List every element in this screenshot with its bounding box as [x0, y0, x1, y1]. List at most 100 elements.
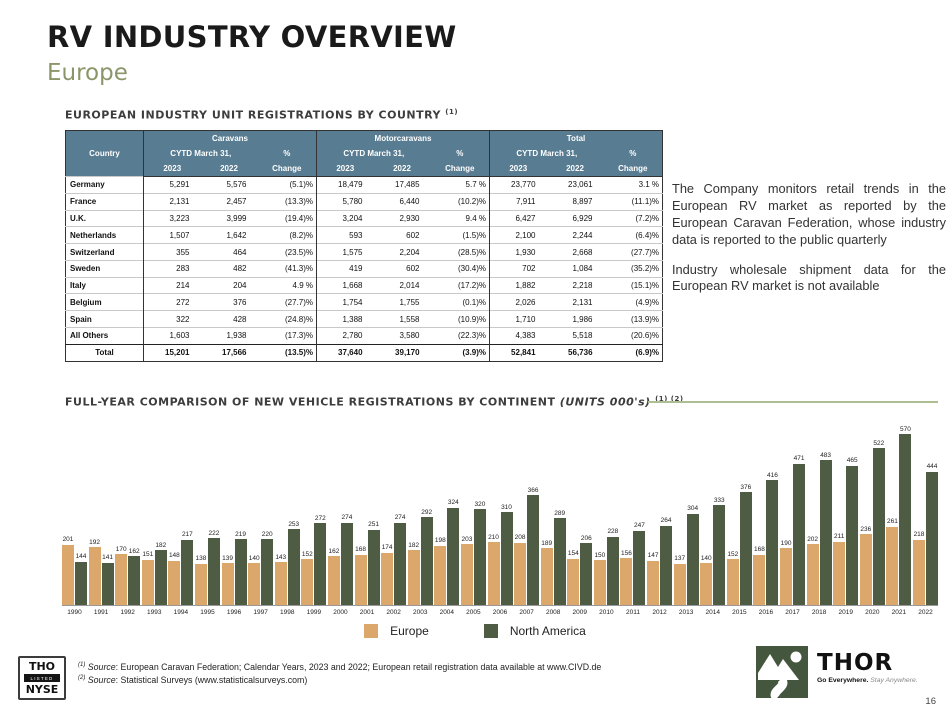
bar-north-america — [367, 529, 380, 605]
value-cell: (3.9)% — [430, 343, 490, 362]
value-cell: 2,100 — [489, 226, 547, 244]
col-header-country: Country — [65, 130, 144, 177]
bar-value-label: 292 — [421, 508, 433, 516]
bar-value-label: 190 — [780, 539, 792, 547]
chart-year-group: 156 247 — [620, 523, 646, 605]
value-cell: 1,755 — [373, 293, 431, 311]
footnote-1-source-label: Source — [87, 662, 116, 672]
chart-year-group: 211 465 — [833, 457, 859, 605]
value-cell: 1,668 — [316, 276, 374, 294]
bar-column: 152 — [726, 550, 739, 605]
bar-europe — [514, 542, 527, 605]
table-row: Sweden 283 482 (41.3)% 419 602 (30.4)% 702 1,084… — [65, 259, 663, 278]
bar-value-label: 174 — [381, 544, 393, 552]
bar-column: 222 — [207, 530, 220, 605]
chart-year-group: 137 304 — [673, 506, 699, 605]
bar-value-label: 210 — [488, 533, 499, 541]
bar-value-label: 251 — [368, 521, 379, 529]
value-cell: 1,754 — [316, 293, 374, 311]
bar-value-label: 465 — [846, 457, 858, 464]
subheader-cytd: CYTD March 31, — [143, 146, 258, 161]
x-axis-label: 1995 — [200, 609, 215, 616]
table-row: Italy 214 204 4.9 % 1,668 2,014 (17.2)% 1,882 2,… — [65, 276, 663, 294]
bar-column: 320 — [473, 501, 486, 605]
value-cell: 1,603 — [143, 327, 201, 345]
x-axis-label: 2018 — [811, 609, 827, 616]
chart-legend: Europe North America — [0, 624, 950, 638]
bar-europe — [168, 560, 181, 605]
bar-column: 292 — [420, 508, 433, 605]
bar-value-label: 201 — [62, 536, 74, 544]
chart-year-group: 190 471 — [780, 456, 806, 605]
x-axis-label: 2001 — [359, 609, 375, 616]
bar-column: 324 — [447, 500, 460, 605]
bar-north-america — [500, 512, 513, 605]
thor-tagline: Go Everywhere. Stay Anywhere. — [817, 677, 918, 684]
bar-europe — [115, 554, 128, 605]
bar-column: 310 — [500, 503, 513, 605]
bar-north-america — [527, 495, 540, 605]
value-cell: 283 — [143, 259, 201, 278]
bar-north-america — [660, 525, 673, 605]
bar-column: 162 — [128, 547, 141, 605]
table-heading-text: EUROPEAN INDUSTRY UNIT REGISTRATIONS BY … — [65, 108, 441, 122]
bar-north-america — [739, 492, 752, 605]
legend-swatch — [483, 624, 498, 638]
value-cell: 18,479 — [316, 176, 374, 194]
bar-value-label: 274 — [341, 514, 353, 522]
bar-value-label: 144 — [75, 553, 87, 561]
commentary-paragraph-2: Industry wholesale shipment data for the… — [672, 261, 946, 294]
value-cell: 17,485 — [373, 176, 431, 194]
legend-label: North America — [509, 624, 586, 638]
chart-year-group: 140 220 — [248, 531, 274, 605]
bar-column: 144 — [75, 554, 87, 605]
x-axis-label: 2007 — [519, 609, 534, 616]
country-cell: Total — [65, 343, 144, 362]
group-header-motorcaravans: Motorcaravans — [316, 130, 490, 146]
change-header: Change — [257, 161, 317, 177]
bar-europe — [567, 558, 580, 605]
bar-value-label: 310 — [501, 503, 512, 511]
bar-north-america — [420, 517, 433, 605]
bar-value-label: 140 — [700, 554, 712, 562]
bar-value-label: 152 — [727, 550, 739, 558]
value-cell: (20.6)% — [603, 327, 663, 345]
value-cell: (27.7)% — [257, 293, 317, 311]
footnote-2-source-label: Source — [87, 675, 116, 686]
value-cell: 2,131 — [546, 293, 604, 311]
bar-europe — [327, 556, 340, 605]
bar-value-label: 156 — [621, 549, 632, 557]
bar-value-label: 162 — [128, 547, 140, 555]
bar-europe — [913, 539, 925, 605]
value-cell: 37,640 — [316, 343, 374, 362]
bar-column: 139 — [221, 555, 234, 605]
value-cell: 17,566 — [200, 343, 258, 362]
x-axis-label: 2017 — [785, 609, 800, 616]
table-total-row: Total 15,201 17,566 (13.5)% 37,640 39,170 (3.9… — [65, 343, 663, 362]
bar-north-america — [128, 556, 141, 605]
value-cell: 1,710 — [489, 310, 547, 328]
chart-year-group: 236 522 — [859, 440, 885, 605]
value-cell: 2,668 — [546, 243, 604, 261]
x-axis-label: 2003 — [412, 609, 428, 616]
x-axis-label: 2019 — [838, 609, 853, 616]
x-axis-label: 2006 — [492, 609, 508, 616]
bar-north-america — [872, 448, 885, 605]
country-cell: Belgium — [65, 293, 144, 311]
page-number: 16 — [925, 696, 936, 707]
bar-value-label: 253 — [288, 520, 300, 528]
bar-column: 189 — [540, 540, 553, 605]
value-cell: 5,291 — [143, 176, 201, 194]
chart-year-group: 162 274 — [327, 514, 353, 605]
table-row: Germany 5,291 5,576 (5.1)% 18,479 17,485 5.7 %… — [65, 176, 663, 194]
bar-value-label: 151 — [142, 551, 154, 559]
value-cell: 4.9 % — [257, 276, 317, 294]
chart-year-group: 202 483 — [806, 452, 832, 605]
x-axis-label: 1990 — [67, 609, 82, 616]
bar-value-label: 170 — [115, 545, 127, 553]
bar-column: 148 — [168, 552, 181, 605]
bar-value-label: 141 — [102, 554, 114, 562]
x-axis-label: 2013 — [678, 609, 694, 616]
registrations-table-body: Germany 5,291 5,576 (5.1)% 18,479 17,485 5.7 %… — [65, 176, 663, 362]
bar-value-label: 148 — [168, 552, 180, 560]
